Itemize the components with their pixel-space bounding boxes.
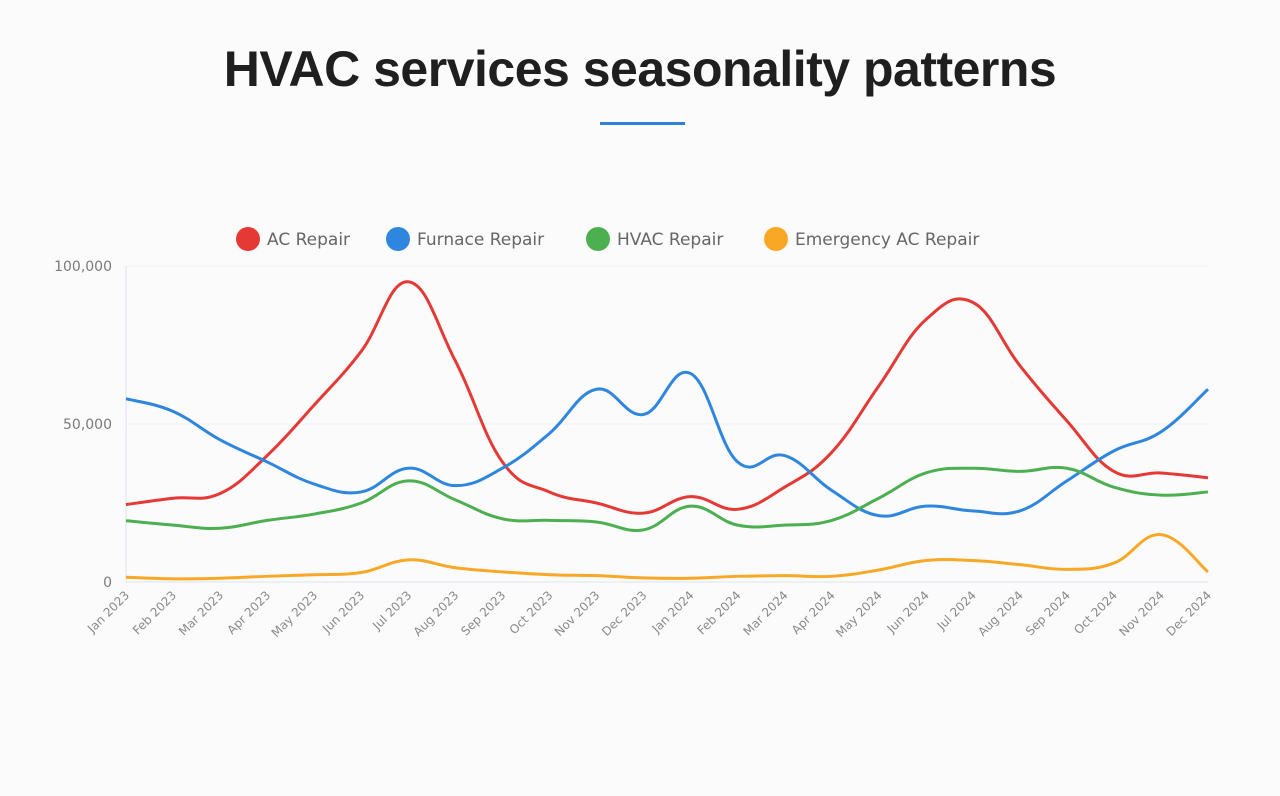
legend: AC Repair Furnace Repair HVAC Repair Emerge… xyxy=(236,227,979,251)
x-tick-label: Jun 2023 xyxy=(319,588,367,636)
x-tick-label: Jul 2023 xyxy=(369,588,414,633)
x-tick-label: Aug 2023 xyxy=(411,588,462,639)
x-tick-label: Apr 2023 xyxy=(224,588,273,637)
series-lines xyxy=(125,280,1210,581)
legend-swatch-icon xyxy=(386,227,410,251)
legend-item: Furnace Repair xyxy=(386,227,544,251)
y-tick-label: 0 xyxy=(103,575,112,591)
x-tick-label: Dec 2024 xyxy=(1164,588,1215,639)
legend-label: Emergency AC Repair xyxy=(795,230,979,250)
x-tick-label: Aug 2024 xyxy=(975,588,1026,639)
series-line-emergency-ac-repair xyxy=(125,533,1209,581)
x-tick-label: Apr 2024 xyxy=(789,588,838,637)
grid xyxy=(125,265,1208,583)
x-tick-label: Sep 2024 xyxy=(1023,588,1073,638)
series-line-ac-repair xyxy=(125,280,1209,515)
legend-swatch-icon xyxy=(236,227,260,251)
x-tick-label: Nov 2024 xyxy=(1116,588,1167,639)
x-tick-label: Feb 2023 xyxy=(130,588,179,637)
x-tick-label: Jun 2024 xyxy=(884,588,932,636)
y-tick-label: 100,000 xyxy=(54,259,112,275)
x-tick-label: Jul 2024 xyxy=(934,588,979,633)
legend-item: Emergency AC Repair xyxy=(764,227,979,251)
legend-swatch-icon xyxy=(764,227,788,251)
legend-item: AC Repair xyxy=(236,227,350,251)
x-tick-label: Jan 2024 xyxy=(649,588,697,636)
x-tick-label: May 2024 xyxy=(833,588,885,640)
legend-label: AC Repair xyxy=(267,230,350,250)
x-tick-label: Feb 2024 xyxy=(694,588,743,637)
x-tick-label: Oct 2024 xyxy=(1071,588,1120,637)
x-tick-label: Dec 2023 xyxy=(599,588,650,639)
y-tick-label: 50,000 xyxy=(63,417,112,433)
legend-label: Furnace Repair xyxy=(417,230,544,250)
x-tick-label: Mar 2024 xyxy=(741,588,791,638)
x-tick-label: Mar 2023 xyxy=(176,588,226,638)
series-line-furnace-repair xyxy=(125,370,1210,518)
legend-swatch-icon xyxy=(586,227,610,251)
chart-title: HVAC services seasonality patterns xyxy=(223,41,1057,97)
series-line-hvac-repair xyxy=(125,465,1209,533)
x-tick-label: Nov 2023 xyxy=(552,588,603,639)
x-tick-label: May 2023 xyxy=(269,588,321,640)
legend-item: HVAC Repair xyxy=(586,227,723,251)
x-tick-label: Sep 2023 xyxy=(458,588,508,638)
legend-label: HVAC Repair xyxy=(617,230,723,250)
x-tick-label: Jan 2023 xyxy=(84,588,132,636)
x-tick-label: Oct 2023 xyxy=(507,588,556,637)
title-underline xyxy=(600,122,685,125)
y-axis: 0 50,000 100,000 xyxy=(54,259,112,591)
